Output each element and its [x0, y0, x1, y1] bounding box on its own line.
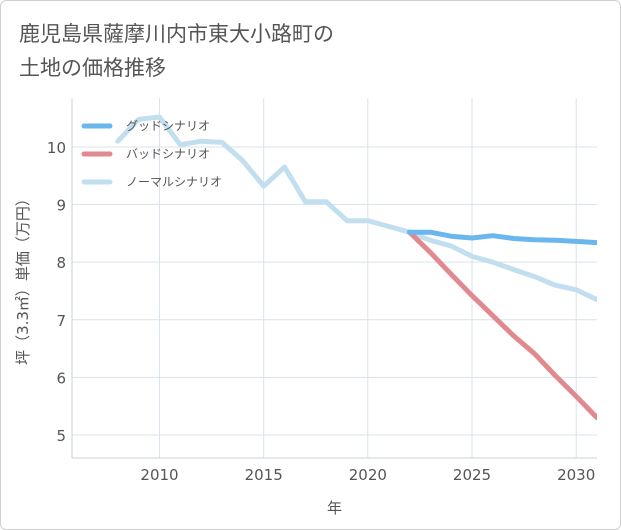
legend-label: ノーマルシナリオ	[126, 175, 222, 189]
x-tick-label: 2025	[453, 466, 491, 484]
x-axis-title: 年	[327, 499, 342, 517]
x-tick-label: 2030	[557, 466, 595, 484]
x-tick-label: 2020	[349, 466, 387, 484]
x-tick-label: 2010	[140, 466, 178, 484]
legend-label: バッドシナリオ	[126, 147, 210, 161]
series-layer	[115, 114, 597, 421]
tick-labels: 2010 2015 2020 2025 2030 5 6 7 8 9 10	[47, 139, 595, 484]
series-line-bad	[407, 229, 597, 421]
chart-title-line-1: 鹿児島県薩摩川内市東大小路町の	[19, 22, 334, 46]
chart-title-line-2: 土地の価格推移	[19, 56, 166, 80]
y-tick-label: 8	[56, 254, 66, 272]
series-line-good	[407, 229, 597, 246]
axis-lines	[71, 98, 597, 459]
y-tick-label: 9	[56, 197, 66, 215]
series-line-normal	[115, 114, 597, 303]
y-tick-label: 7	[56, 312, 66, 330]
grid	[72, 98, 597, 458]
legend-label: グッドシナリオ	[126, 119, 210, 133]
y-tick-label: 10	[47, 139, 66, 157]
y-axis-title: 坪（3.3㎡）単価（万円）	[14, 191, 32, 365]
chart-title: 鹿児島県薩摩川内市東大小路町の 土地の価格推移	[19, 17, 334, 85]
y-tick-label: 5	[56, 427, 66, 445]
x-tick-label: 2015	[245, 466, 283, 484]
y-tick-label: 6	[56, 369, 66, 387]
